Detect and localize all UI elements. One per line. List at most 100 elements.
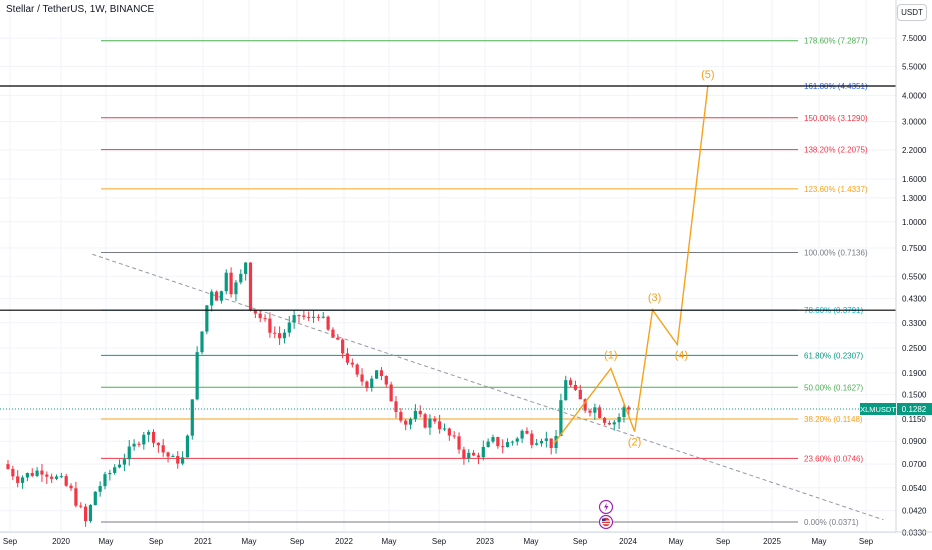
wave-label: (4) bbox=[675, 350, 688, 362]
x-tick-label: May bbox=[811, 537, 826, 546]
fib-level-label: 178.60% (7.2877) bbox=[804, 37, 868, 46]
candle-body bbox=[530, 433, 534, 445]
candle-body bbox=[331, 329, 335, 338]
candle-body bbox=[64, 476, 68, 486]
candle bbox=[345, 348, 350, 365]
candle-body bbox=[418, 410, 422, 415]
candle-body bbox=[607, 422, 611, 425]
candle-body bbox=[50, 476, 54, 479]
candle-body bbox=[433, 418, 437, 422]
candle bbox=[50, 473, 54, 483]
candle bbox=[239, 269, 243, 285]
candle-body bbox=[229, 272, 233, 295]
price-tag-bg bbox=[897, 402, 932, 415]
candle-body bbox=[549, 438, 553, 449]
candle bbox=[602, 416, 607, 426]
candle-body bbox=[214, 291, 219, 301]
price-tag-label: 0.1282 bbox=[902, 405, 927, 414]
candle bbox=[268, 312, 272, 338]
candle bbox=[627, 405, 631, 416]
candle-body bbox=[108, 472, 112, 475]
candle-body bbox=[258, 313, 262, 319]
candle bbox=[370, 375, 374, 392]
candle bbox=[423, 412, 427, 429]
candle bbox=[544, 431, 548, 448]
symbol-tag-bg bbox=[860, 402, 896, 415]
candle bbox=[457, 432, 461, 454]
x-tick-label: 2020 bbox=[52, 537, 70, 546]
fib-level-label: 100.00% (0.7136) bbox=[804, 249, 868, 258]
candle bbox=[45, 471, 49, 484]
candle bbox=[11, 465, 15, 481]
candle bbox=[350, 358, 354, 368]
candle bbox=[171, 454, 175, 458]
lightning-icon bbox=[604, 502, 609, 512]
candle-body bbox=[190, 399, 194, 436]
candle-body bbox=[486, 441, 490, 447]
candle-body bbox=[481, 446, 485, 458]
trendline[interactable] bbox=[92, 253, 884, 521]
wave-path-projection[interactable] bbox=[633, 86, 709, 432]
candle-body bbox=[622, 407, 626, 417]
y-tick-label: 0.0900 bbox=[902, 437, 927, 446]
candle-body bbox=[505, 442, 510, 448]
candle-body bbox=[345, 353, 350, 363]
price-axis[interactable]: 7.5000 5.5000 4.0000 3.0000 2.2000 1.6000 1.30… bbox=[895, 0, 927, 550]
candle bbox=[84, 503, 88, 527]
candle-body bbox=[161, 445, 165, 453]
wave-path-impulse[interactable] bbox=[553, 367, 636, 444]
candle bbox=[438, 414, 442, 434]
candle-body bbox=[156, 442, 160, 446]
candle-body bbox=[307, 316, 311, 318]
flag-stripe bbox=[602, 520, 610, 522]
candle bbox=[108, 469, 112, 481]
candle-body bbox=[185, 435, 190, 458]
candle-body bbox=[452, 435, 456, 437]
candle bbox=[16, 470, 20, 488]
candle bbox=[447, 427, 451, 441]
currency-button[interactable]: USDT bbox=[897, 4, 927, 21]
candle-body bbox=[117, 464, 122, 468]
fib-level-label: 138.20% (2.2075) bbox=[804, 146, 868, 155]
candle-body bbox=[389, 384, 393, 402]
candle bbox=[491, 434, 495, 444]
candle-body bbox=[35, 470, 39, 476]
candle bbox=[583, 398, 587, 413]
candle-body bbox=[496, 437, 500, 447]
candle bbox=[607, 420, 611, 426]
candle-body bbox=[491, 437, 495, 442]
candle-body bbox=[399, 411, 403, 421]
candle-body bbox=[612, 422, 616, 425]
candle bbox=[564, 375, 568, 401]
candle bbox=[292, 310, 296, 329]
candle bbox=[74, 481, 78, 508]
candle bbox=[190, 399, 194, 440]
elliott-wave-projection: (1) (2) (3) (4) (5) bbox=[553, 69, 715, 449]
candle-body bbox=[564, 380, 568, 401]
candle-body bbox=[142, 434, 146, 445]
candle-body bbox=[200, 331, 204, 353]
candle-body bbox=[244, 262, 248, 274]
candle bbox=[273, 326, 277, 339]
y-tick-label: 7.5000 bbox=[902, 34, 927, 43]
candle-body bbox=[598, 407, 602, 418]
candle-body bbox=[476, 455, 481, 458]
horizontal-lines bbox=[0, 85, 896, 410]
y-tick-label: 0.0330 bbox=[902, 529, 927, 538]
candle-body bbox=[30, 473, 34, 476]
time-axis[interactable]: Sep 2020 May Sep 2021 May Sep 2022 May Sep 2023 May… bbox=[0, 531, 932, 546]
candle bbox=[331, 327, 335, 338]
candle bbox=[316, 314, 320, 321]
fib-level-label: 123.60% (1.4337) bbox=[804, 185, 868, 194]
candle bbox=[219, 290, 223, 304]
candle bbox=[117, 459, 122, 469]
candle-body bbox=[627, 407, 631, 410]
candle-body bbox=[379, 370, 384, 377]
candle-body bbox=[428, 418, 432, 428]
candle-body bbox=[147, 431, 151, 435]
candle bbox=[413, 404, 417, 422]
candle bbox=[69, 483, 73, 491]
candle bbox=[384, 375, 388, 388]
candle bbox=[462, 446, 466, 465]
